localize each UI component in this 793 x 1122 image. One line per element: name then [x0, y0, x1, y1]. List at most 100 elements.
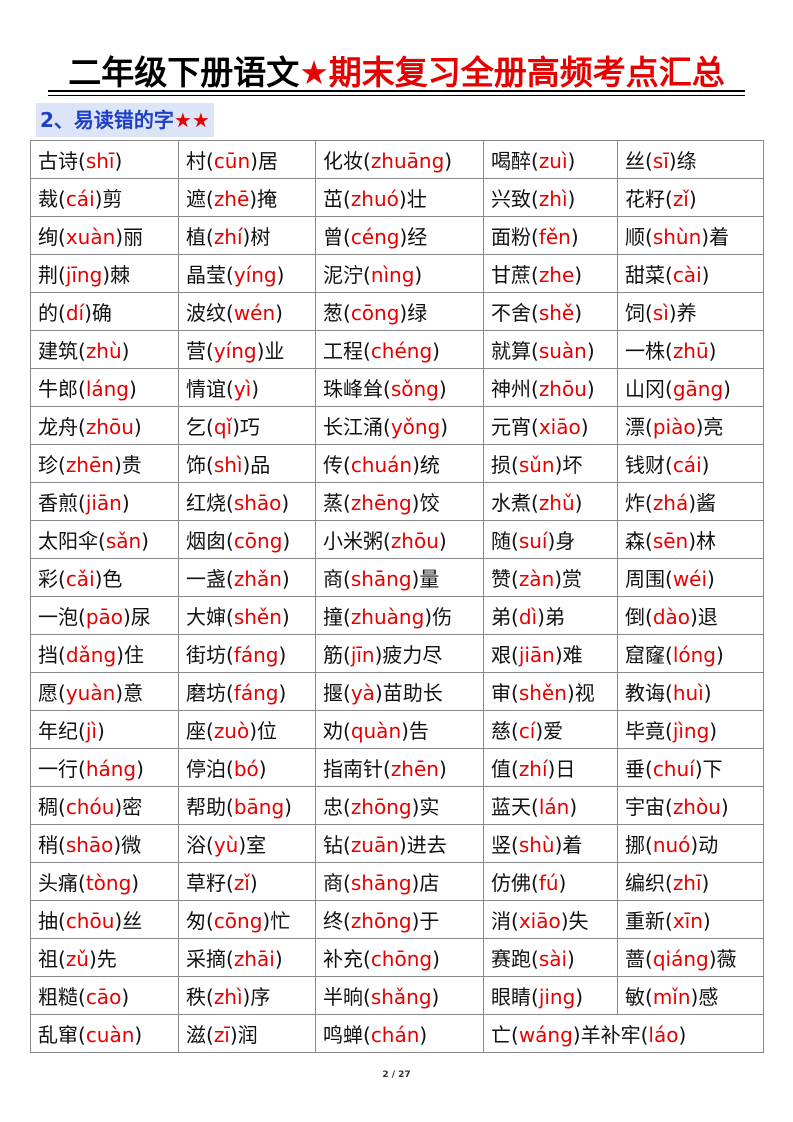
- hanzi: 绚(: [38, 225, 66, 249]
- pinyin: zhū: [672, 339, 709, 363]
- table-row: 太阳伞(sǎn) 烟囱(cōng) 小米粥(zhōu) 随(suí)身 森(sēn)林: [30, 520, 764, 559]
- hanzi: 稠(: [38, 795, 66, 819]
- pinyin: yíng: [233, 263, 277, 287]
- pinyin: jìng: [672, 719, 710, 743]
- pinyin: zhì: [538, 187, 568, 211]
- pinyin: xiāo: [538, 415, 581, 439]
- table-cell: 工程(chéng): [315, 330, 484, 369]
- hanzi: )剪: [94, 187, 123, 211]
- table-cell: 商(shāng)量: [315, 558, 484, 597]
- pinyin: shě: [538, 301, 575, 325]
- hanzi: 面粉(: [491, 225, 539, 249]
- pinyin: zǔ: [65, 947, 89, 971]
- hanzi: )住: [116, 643, 144, 667]
- hanzi: )酱: [688, 491, 717, 515]
- hanzi: ): [249, 871, 258, 895]
- pinyin: xiāo: [518, 909, 561, 933]
- table-cell: 劝(quàn)告: [315, 710, 484, 749]
- pinyin: zhē: [213, 187, 250, 211]
- table-cell: 兴致(zhì): [483, 178, 618, 217]
- table-cell: 艰(jiān)难: [483, 634, 618, 673]
- table-cell: 花籽(zǐ): [617, 178, 764, 217]
- pinyin: tòng: [85, 871, 132, 895]
- table-cell: 波纹(wén): [178, 292, 316, 331]
- pinyin: yǒng: [390, 415, 441, 439]
- pinyin: bó: [233, 757, 259, 781]
- table-row: 绚(xuàn)丽 植(zhí)树 曾(céng)经 面粉(fěn) 顺(shùn)着: [30, 216, 764, 255]
- hanzi: 劝(: [323, 719, 351, 743]
- hanzi: ): [708, 339, 717, 363]
- hanzi: ): [258, 757, 267, 781]
- hanzi: 倒(: [625, 605, 653, 629]
- hanzi: )退: [690, 605, 718, 629]
- pinyin: zhe: [538, 263, 575, 287]
- hanzi: 古诗(: [38, 149, 86, 173]
- hanzi: 挪(: [625, 833, 653, 857]
- pinyin: zhōng: [350, 909, 412, 933]
- hanzi: )业: [256, 339, 285, 363]
- hanzi: ): [121, 985, 130, 1009]
- hanzi: 愿(: [38, 681, 66, 705]
- hanzi: 乱窜(: [38, 1023, 86, 1047]
- table-cell: 座(zuò)位: [178, 710, 316, 749]
- table-cell: 葱(cōng)绿: [315, 292, 484, 331]
- hanzi: 森(: [625, 529, 653, 553]
- table-cell: 红烧(shāo): [178, 482, 316, 521]
- hanzi: ): [570, 225, 579, 249]
- hanzi: 乞(: [186, 415, 214, 439]
- hanzi: ): [281, 605, 290, 629]
- pinyin: suàn: [538, 339, 587, 363]
- table-cell: 一盏(zhǎn): [178, 558, 316, 597]
- hanzi: 就算(: [491, 339, 539, 363]
- pinyin: zhuàng: [350, 605, 425, 629]
- hanzi: 敏(: [625, 985, 653, 1009]
- pinyin: zhēng: [350, 491, 412, 515]
- table-row: 牛郎(láng) 情谊(yì) 珠峰耸(sǒng) 神州(zhōu) 山冈(gāng): [30, 368, 764, 407]
- hanzi: 眼睛(: [491, 985, 539, 1009]
- table-cell: 随(suí)身: [483, 520, 618, 559]
- hanzi: )量: [411, 567, 440, 591]
- hanzi: ): [558, 871, 567, 895]
- pinyin: wéi: [672, 567, 708, 591]
- hanzi: )感: [690, 985, 719, 1009]
- hanzi: ): [251, 377, 260, 401]
- hanzi: ): [419, 1023, 428, 1047]
- pinyin: háng: [85, 757, 137, 781]
- table-cell: 头痛(tòng): [30, 862, 179, 901]
- table-row: 的(dí)确 波纹(wén) 葱(cōng)绿 不舍(shě) 饲(sì)养: [30, 292, 764, 331]
- hanzi: ): [278, 681, 287, 705]
- hanzi: ): [282, 529, 291, 553]
- hanzi: 甘蔗(: [491, 263, 539, 287]
- hanzi: 波纹(: [186, 301, 234, 325]
- pinyin: shì: [213, 453, 243, 477]
- table-cell: 山冈(gāng): [617, 368, 764, 407]
- hanzi: 红烧(: [186, 491, 234, 515]
- hanzi: ): [586, 377, 595, 401]
- table-cell: 元宵(xiāo): [483, 406, 618, 445]
- table-cell: 水煮(zhǔ): [483, 482, 618, 521]
- hanzi: 头痛(: [38, 871, 86, 895]
- hanzi: ): [575, 985, 584, 1009]
- pinyin: sǎn: [105, 529, 142, 553]
- table-cell: 乱窜(cuàn): [30, 1014, 179, 1053]
- pinyin: jīn: [350, 643, 375, 667]
- table-cell: 蔷(qiáng)薇: [617, 938, 764, 977]
- table-cell: 一株(zhū): [617, 330, 764, 369]
- hanzi: ): [281, 567, 290, 591]
- pinyin: zī: [213, 1023, 230, 1047]
- hanzi: ): [121, 339, 130, 363]
- table-cell: 泥泞(nìng): [315, 254, 484, 293]
- hanzi: 一盏(: [186, 567, 234, 591]
- table-cell: 愿(yuàn)意: [30, 672, 179, 711]
- hanzi: )伤: [424, 605, 453, 629]
- hanzi: 牛郎(: [38, 377, 86, 401]
- table-cell: 彩(cǎi)色: [30, 558, 179, 597]
- hanzi: 亡(: [491, 1023, 519, 1047]
- table-cell: 的(dí)确: [30, 292, 179, 331]
- hanzi: )贵: [113, 453, 142, 477]
- hanzi: 漂(: [625, 415, 653, 439]
- pinyin: shù: [518, 833, 555, 857]
- hanzi: ): [720, 795, 729, 819]
- hanzi: 停泊(: [186, 757, 234, 781]
- title-rule: [48, 90, 745, 92]
